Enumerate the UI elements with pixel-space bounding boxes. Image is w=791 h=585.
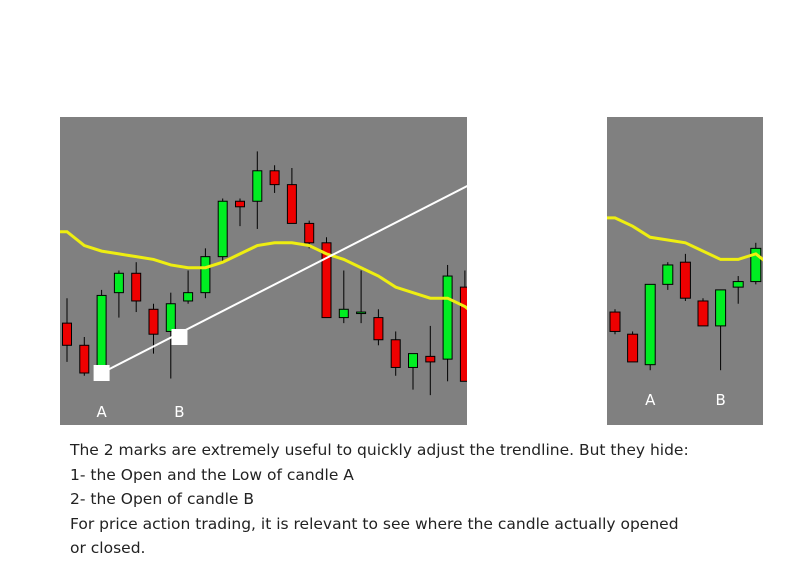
candle (609, 309, 621, 335)
candle (373, 309, 384, 346)
bearish-candle-body (269, 170, 280, 186)
bullish-candle-body (96, 294, 107, 374)
bearish-candle-body (148, 308, 159, 335)
candle (715, 289, 727, 371)
candle (390, 331, 401, 376)
bullish-candle-body (356, 311, 367, 315)
trendline[interactable] (101, 182, 467, 374)
bearish-candle-body (679, 261, 691, 299)
candle (269, 165, 280, 193)
plot-background (60, 117, 467, 425)
candle-label-a: A (645, 391, 656, 409)
bullish-candle-body (183, 292, 194, 302)
caption: The 2 marks are extremely useful to quic… (70, 438, 770, 561)
bearish-candle-body (304, 222, 315, 244)
bullish-candle-body (217, 200, 228, 258)
bearish-candle-body (79, 344, 90, 374)
candle (425, 325, 436, 396)
bearish-candle-body (459, 286, 467, 382)
bearish-candle-body (697, 300, 709, 327)
bullish-candle-body (644, 283, 656, 366)
bullish-candle-body (252, 170, 263, 202)
candle (644, 283, 656, 371)
bullish-candle-body (113, 272, 124, 294)
moving-average-line (607, 216, 763, 262)
candle (286, 168, 297, 224)
candle (96, 289, 107, 376)
candle (113, 270, 124, 318)
trendline-anchor-marker-b[interactable] (171, 328, 188, 345)
caption-line-4: For price action trading, it is relevant… (70, 514, 679, 533)
bullish-candle-body (715, 289, 727, 327)
candle (304, 220, 315, 249)
bearish-candle-body (321, 242, 332, 319)
bullish-candle-body (200, 256, 211, 294)
candle (183, 270, 194, 304)
candle (442, 264, 453, 382)
caption-line-3: 2- the Open of candle B (70, 490, 255, 508)
candle (459, 270, 467, 382)
caption-line-2: 1- the Open and the Low of candle A (70, 465, 354, 484)
bearish-candle-body (390, 339, 401, 368)
candle (217, 198, 228, 263)
caption-line-1: The 2 marks are extremely useful to quic… (70, 441, 689, 459)
bearish-candle-body (609, 311, 621, 332)
candle (321, 237, 332, 319)
bearish-candle-body (373, 317, 384, 341)
bullish-candle-body (750, 247, 762, 283)
candle-label-a: A (96, 403, 107, 421)
candle (79, 336, 90, 376)
bearish-candle-body (62, 322, 72, 346)
bullish-candle-body (442, 275, 453, 360)
candle (356, 270, 367, 324)
candle (697, 298, 709, 327)
candle (732, 276, 744, 304)
candle (662, 262, 674, 290)
bearish-candle-body (286, 184, 297, 224)
candle (235, 198, 245, 227)
candle (200, 248, 211, 299)
bearish-candle-body (235, 200, 245, 208)
candle (338, 270, 349, 324)
caption-line-5: or closed. (70, 539, 146, 557)
bullish-candle-body (165, 303, 176, 332)
candle (62, 298, 72, 362)
candle-label-b: B (715, 391, 725, 409)
candle (750, 242, 762, 285)
bullish-candle-body (408, 353, 418, 368)
bearish-candle-body (425, 355, 436, 363)
candle (131, 262, 142, 313)
moving-average-line (60, 230, 467, 311)
bullish-candle-body (732, 281, 744, 288)
bearish-candle-body (627, 333, 639, 363)
candle (165, 292, 176, 379)
candle (252, 151, 263, 229)
bearish-candle-body (131, 272, 142, 302)
bullish-candle-body (662, 264, 674, 285)
bullish-candle-body (338, 308, 349, 319)
trendline-anchor-marker-a[interactable] (93, 364, 110, 381)
candle (148, 303, 159, 354)
candle-label-b: B (174, 403, 184, 421)
candle (627, 331, 639, 363)
candle (408, 353, 418, 390)
candle (679, 253, 691, 301)
